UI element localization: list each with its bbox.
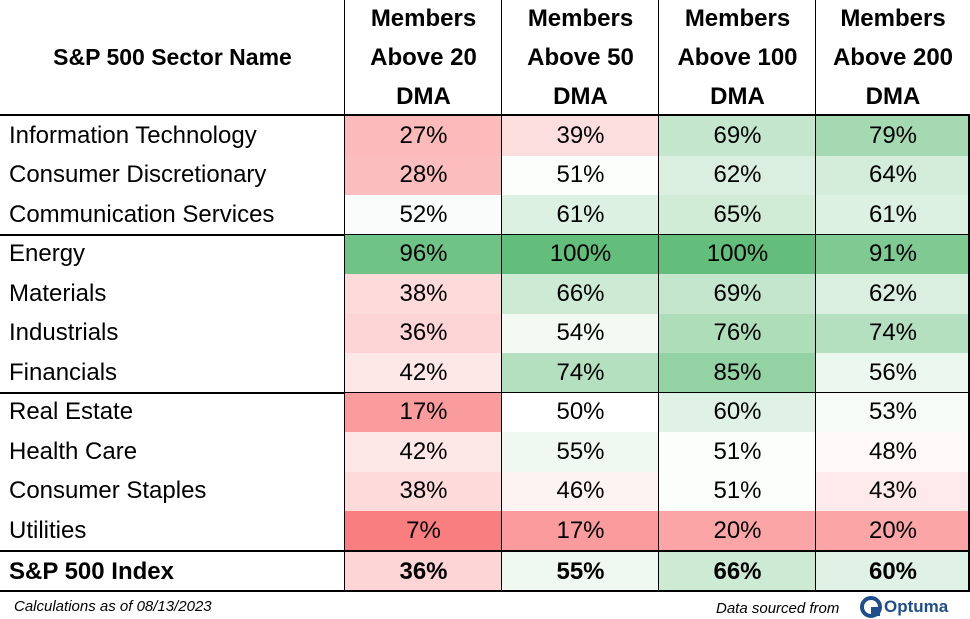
sector-name: Utilities — [9, 516, 87, 544]
value-cell: 85% — [659, 353, 816, 393]
value-cell: 27% — [345, 116, 502, 156]
value-cell: 55% — [502, 432, 659, 472]
value-cell: 20% — [659, 511, 816, 551]
sector-name: Financials — [9, 358, 118, 386]
value-cell: 69% — [659, 274, 816, 314]
value-cell: 61% — [502, 195, 659, 235]
value-cell: 79% — [816, 116, 970, 156]
header-cell: Members Above 200 DMA — [832, 5, 954, 110]
value-cell: 53% — [816, 392, 970, 432]
value-cell: 65% — [659, 195, 816, 235]
value-cell: 42% — [345, 353, 502, 393]
row-border — [0, 590, 970, 592]
value-cell: 100% — [659, 234, 816, 274]
value-cell: 62% — [659, 155, 816, 195]
sector-name: Materials — [9, 279, 107, 307]
total-value: 36% — [345, 552, 502, 591]
header-cell: Members Above 100 DMA — [677, 5, 798, 110]
sector-name: Information Technology — [9, 121, 257, 149]
value-cell: 46% — [502, 471, 659, 511]
total-value: 55% — [502, 552, 659, 591]
value-cell: 91% — [816, 234, 970, 274]
value-cell: 50% — [502, 392, 659, 432]
header-cell: Members Above 20 DMA — [370, 5, 477, 110]
value-cell: 76% — [659, 313, 816, 353]
col-border — [344, 0, 345, 591]
col-border — [658, 0, 659, 591]
sector-name: Consumer Staples — [9, 477, 207, 505]
value-cell: 20% — [816, 511, 970, 551]
logo-text: Optuma — [884, 597, 949, 616]
value-cell: 38% — [345, 471, 502, 511]
value-cell: 100% — [502, 234, 659, 274]
col-border — [501, 0, 502, 591]
header-cell: Members Above 50 DMA — [527, 5, 634, 110]
value-cell: 17% — [502, 511, 659, 551]
note: Calculations as of 08/13/2023 — [14, 598, 212, 615]
value-cell: 39% — [502, 116, 659, 156]
value-cell: 61% — [816, 195, 970, 235]
total-value: 66% — [659, 552, 816, 591]
value-cell: 43% — [816, 471, 970, 511]
row-border — [0, 550, 970, 552]
value-cell: 60% — [659, 392, 816, 432]
total-name: S&P 500 Index — [9, 557, 174, 585]
value-cell: 28% — [345, 155, 502, 195]
value-cell: 52% — [345, 195, 502, 235]
header-cell: S&P 500 Sector Name — [53, 44, 292, 70]
value-cell: 56% — [816, 353, 970, 393]
sector-name: Health Care — [9, 437, 138, 465]
sector-name: Communication Services — [9, 200, 275, 228]
value-cell: 66% — [502, 274, 659, 314]
sector-name: Consumer Discretionary — [9, 161, 267, 189]
value-cell: 38% — [345, 274, 502, 314]
value-cell: 42% — [345, 432, 502, 472]
value-cell: 36% — [345, 313, 502, 353]
col-border — [815, 0, 816, 591]
sector-name: Energy — [9, 240, 86, 268]
col-border — [968, 114, 970, 592]
value-cell: 51% — [659, 432, 816, 472]
sector-name: Industrials — [9, 319, 119, 347]
value-cell: 74% — [502, 353, 659, 393]
value-cell: 51% — [659, 471, 816, 511]
value-cell: 69% — [659, 116, 816, 156]
value-cell: 62% — [816, 274, 970, 314]
logo-icon — [860, 596, 882, 618]
value-cell: 48% — [816, 432, 970, 472]
value-cell: 51% — [502, 155, 659, 195]
total-value: 60% — [816, 552, 970, 591]
value-cell: 64% — [816, 155, 970, 195]
row-border — [0, 114, 970, 116]
source: Data sourced from — [716, 600, 840, 617]
value-cell: 96% — [345, 234, 502, 274]
value-cell: 74% — [816, 313, 970, 353]
value-cell: 7% — [345, 511, 502, 551]
value-cell: 54% — [502, 313, 659, 353]
sector-name: Real Estate — [9, 398, 134, 426]
value-cell: 17% — [345, 392, 502, 432]
